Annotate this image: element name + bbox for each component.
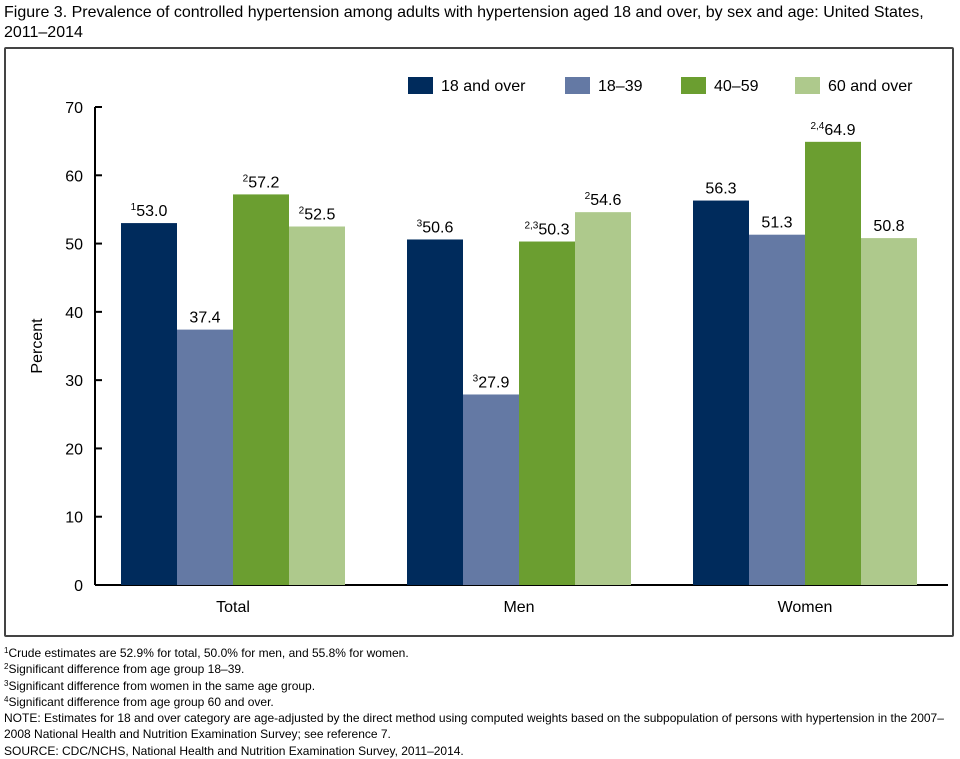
note: NOTE: Estimates for 18 and over category… <box>4 711 944 742</box>
footnote-4: 4Significant difference from age group 6… <box>4 694 274 709</box>
data-label: 2,350.3 <box>524 221 569 239</box>
bar <box>177 329 233 585</box>
y-axis-label: Percent <box>29 318 46 374</box>
y-tick-label: 40 <box>65 305 83 322</box>
data-label: 56.3 <box>705 181 736 198</box>
bar <box>233 194 289 586</box>
y-tick-label: 70 <box>65 100 83 117</box>
legend-label: 60 and over <box>828 78 913 95</box>
legend-label: 18 and over <box>441 78 526 95</box>
x-tick-label: Women <box>778 599 833 616</box>
bar <box>575 212 631 585</box>
data-label: 327.9 <box>473 373 510 391</box>
data-label: 254.6 <box>585 191 622 209</box>
legend-swatch <box>408 77 433 94</box>
data-label: 257.2 <box>243 173 280 191</box>
y-tick-label: 20 <box>65 441 83 458</box>
legend-swatch <box>565 77 590 94</box>
footnote-1: 1Crude estimates are 52.9% for total, 50… <box>4 646 409 660</box>
y-tick-label: 10 <box>65 510 83 527</box>
y-tick-label: 60 <box>65 168 83 185</box>
bar <box>407 239 463 585</box>
footnote-3: 3Significant difference from women in th… <box>4 678 316 693</box>
data-label: 50.8 <box>873 218 904 235</box>
data-label: 350.6 <box>417 218 454 236</box>
bar <box>463 394 519 585</box>
chart-frame <box>4 47 954 637</box>
bar <box>861 238 917 585</box>
data-label: 252.5 <box>299 206 336 224</box>
legend-label: 40–59 <box>714 78 759 95</box>
data-label: 153.0 <box>131 202 168 220</box>
data-label: 51.3 <box>761 215 792 232</box>
bar <box>805 141 861 585</box>
source: SOURCE: CDC/NCHS, National Health and Nu… <box>4 743 464 758</box>
bar <box>519 241 575 585</box>
x-tick-label: Total <box>216 599 250 616</box>
bar <box>749 234 805 586</box>
legend-label: 18–39 <box>598 78 643 95</box>
bar <box>289 226 345 585</box>
footnote-2: 2Significant difference from age group 1… <box>4 662 245 677</box>
y-tick-label: 0 <box>74 578 83 595</box>
data-label: 37.4 <box>189 310 220 327</box>
y-tick-label: 30 <box>65 373 83 390</box>
footnotes: 1Crude estimates are 52.9% for total, 50… <box>4 645 954 759</box>
x-tick-label: Men <box>503 599 534 616</box>
figure-title: Figure 3. Prevalence of controlled hyper… <box>4 4 924 41</box>
bar-chart: 0 10 20 30 40 50 60 70 Percent Total 153.0 37.4 257.… <box>29 77 948 616</box>
y-tick-label: 50 <box>65 237 83 254</box>
data-label: 2,464.9 <box>810 121 855 139</box>
bar <box>121 223 177 586</box>
legend-swatch <box>681 77 706 94</box>
bar <box>693 200 749 585</box>
legend-swatch <box>795 77 820 94</box>
